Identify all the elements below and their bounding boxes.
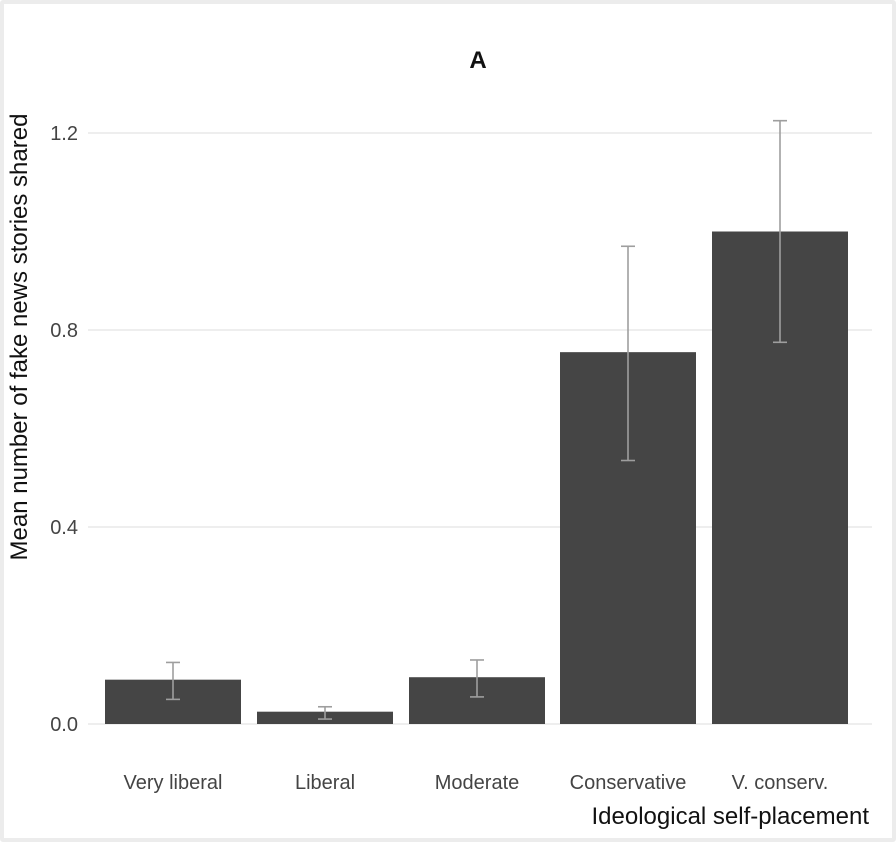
y-axis-label: Mean number of fake news stories shared (6, 114, 33, 561)
x-tick-label: Very liberal (124, 772, 223, 794)
x-tick-label: Conservative (570, 772, 687, 794)
bars (105, 231, 848, 724)
y-tick-label: 0.4 (50, 517, 78, 539)
x-tick-label: Moderate (435, 772, 520, 794)
x-axis-ticks: Very liberal Liberal Moderate Conservative V… (124, 772, 829, 794)
y-axis-ticks: 0.0 0.4 0.8 1.2 (50, 123, 78, 736)
x-tick-label: V. conserv. (732, 772, 829, 794)
y-tick-label: 0.0 (50, 714, 78, 736)
error-bars (166, 119, 787, 720)
x-tick-label: Liberal (295, 772, 355, 794)
y-tick-label: 0.8 (50, 320, 78, 342)
x-axis-label: Ideological self-placement (592, 803, 870, 830)
chart-title: A (469, 47, 486, 74)
y-tick-label: 1.2 (50, 123, 78, 145)
